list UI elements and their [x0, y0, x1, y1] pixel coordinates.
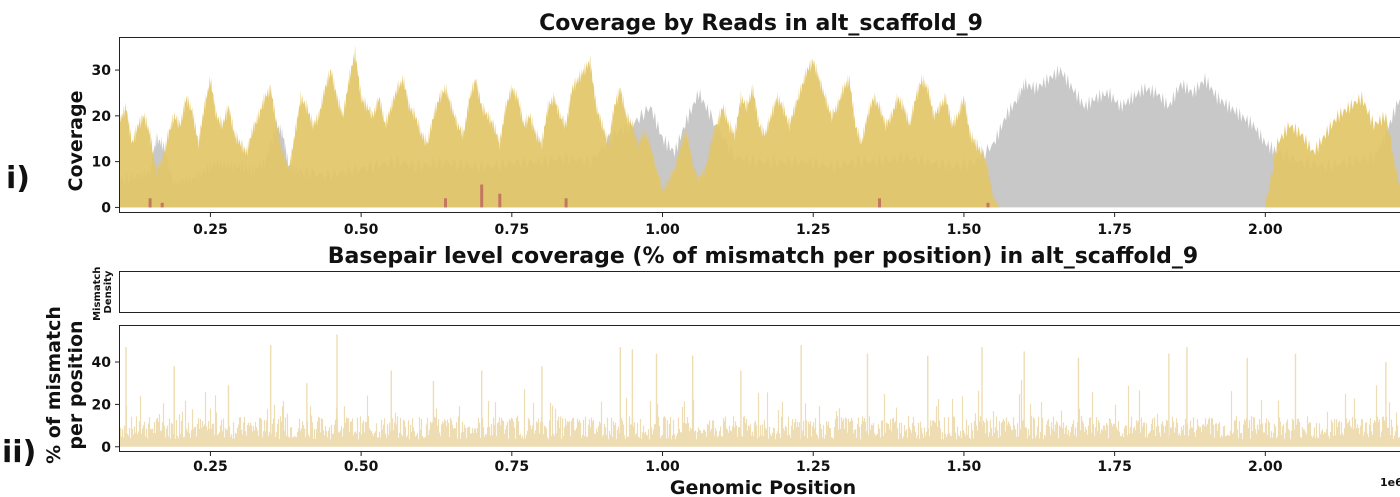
bottom-x-tick-label: 1.00 [645, 459, 680, 475]
coverage-series-primary [120, 44, 1400, 208]
mismatch-marker [986, 202, 990, 208]
mismatch-marker [564, 198, 568, 208]
top-x-tick-label: 0.25 [193, 222, 228, 238]
mismatch-bars [120, 379, 1400, 447]
top-chart-frame [119, 37, 1400, 213]
top-y-tick-label: 10 [92, 155, 112, 171]
mismatch-density-strip [119, 271, 1400, 313]
bottom-chart-plot-area [120, 334, 1400, 447]
bottom-x-tick-label: 0.25 [193, 459, 228, 475]
bottom-chart-x-scale-label: 1e6 [1380, 476, 1400, 489]
panel-label-i: i) [6, 161, 30, 196]
bottom-x-tick-label: 0.75 [495, 459, 530, 475]
mismatch-marker [498, 193, 502, 208]
top-x-tick-label: 0.75 [495, 222, 530, 238]
mismatch-density-label: Mismatch Density [92, 263, 114, 321]
top-y-tick-label: 30 [92, 63, 112, 79]
top-x-tick-label: 1.25 [796, 222, 831, 238]
mismatch-marker [480, 184, 484, 208]
bottom-x-tick-label: 1.50 [947, 459, 982, 475]
bottom-chart-title: Basepair level coverage (% of mismatch p… [328, 244, 1198, 269]
mismatch-marker [160, 202, 164, 208]
top-x-tick-label: 1.00 [645, 222, 680, 238]
top-chart-ticks: 0.25 0.50 0.75 1.00 1.25 1.50 1.75 2.00 0 10 20 30 [92, 63, 1283, 238]
top-chart-ylabel: Coverage [65, 91, 87, 192]
top-x-tick-label: 0.50 [344, 222, 379, 238]
bottom-chart-frame [119, 325, 1400, 452]
panel-label-ii: ii) [2, 435, 36, 470]
bottom-chart-ylabel-line1: % of mismatch [43, 306, 65, 464]
mismatch-marker [444, 198, 447, 208]
top-chart-title: Coverage by Reads in alt_scaffold_9 [539, 11, 983, 36]
bottom-y-tick-label: 0 [101, 440, 111, 456]
mismatch-marker [148, 198, 152, 208]
top-x-tick-label: 1.75 [1097, 222, 1132, 238]
top-x-tick-label: 1.50 [947, 222, 982, 238]
bottom-y-tick-label: 40 [92, 355, 112, 371]
bottom-x-tick-label: 1.75 [1097, 459, 1132, 475]
bottom-chart-ticks: 0.25 0.50 0.75 1.00 1.25 1.50 1.75 2.00 0 20 40 [92, 355, 1283, 475]
bottom-x-tick-label: 2.00 [1248, 459, 1283, 475]
top-y-tick-label: 20 [92, 109, 112, 125]
bottom-x-tick-label: 0.50 [344, 459, 379, 475]
top-y-tick-label: 0 [101, 200, 111, 216]
top-x-tick-label: 2.00 [1248, 222, 1283, 238]
bottom-chart-xlabel: Genomic Position [670, 477, 856, 497]
mismatch-marker [878, 198, 881, 208]
bottom-chart-ylabel-line2: per position [65, 320, 87, 449]
bottom-x-tick-label: 1.25 [796, 459, 831, 475]
bottom-y-tick-label: 20 [92, 397, 112, 413]
top-chart-plot-area [120, 44, 1400, 208]
